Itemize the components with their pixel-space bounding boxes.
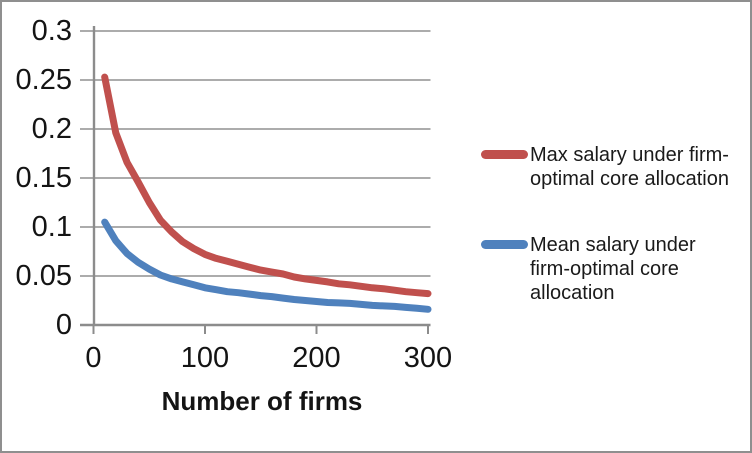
- legend-label-line: optimal core allocation: [530, 168, 729, 190]
- y-tick-label: 0.05: [15, 260, 72, 292]
- y-tick-label: 0.3: [31, 15, 72, 47]
- legend-label-line: Mean salary under: [530, 234, 696, 256]
- legend-label-line: Max salary under firm-: [530, 144, 729, 166]
- y-tick-label: 0.25: [15, 64, 72, 96]
- legend-label-mean-salary: Mean salary under firm-optimal core allo…: [530, 233, 746, 305]
- legend-item-max-salary: Max salary under firm- optimal core allo…: [481, 143, 746, 191]
- y-tick-label: 0: [55, 309, 72, 341]
- y-tick-label: 0.2: [31, 113, 72, 145]
- x-axis-title: Number of firms: [161, 386, 363, 416]
- series-line-0: [101, 73, 432, 298]
- legend-label-line: firm-optimal core: [530, 258, 679, 280]
- legend-item-mean-salary: Mean salary under firm-optimal core allo…: [481, 233, 746, 305]
- y-tick-label: 0.1: [31, 211, 72, 243]
- x-tick-label: 100: [180, 342, 230, 374]
- legend-swatch-max-salary-line: [481, 150, 528, 159]
- x-tick-label: 0: [85, 342, 102, 374]
- x-tick-label: 300: [403, 342, 453, 374]
- y-tick-label: 0.15: [15, 162, 72, 194]
- legend-label-max-salary: Max salary under firm- optimal core allo…: [530, 143, 746, 191]
- legend-label-line: allocation: [530, 282, 615, 304]
- series-line-1: [101, 218, 432, 313]
- x-tick-label: 200: [292, 342, 341, 374]
- legend-swatch-mean-salary-line: [481, 240, 528, 249]
